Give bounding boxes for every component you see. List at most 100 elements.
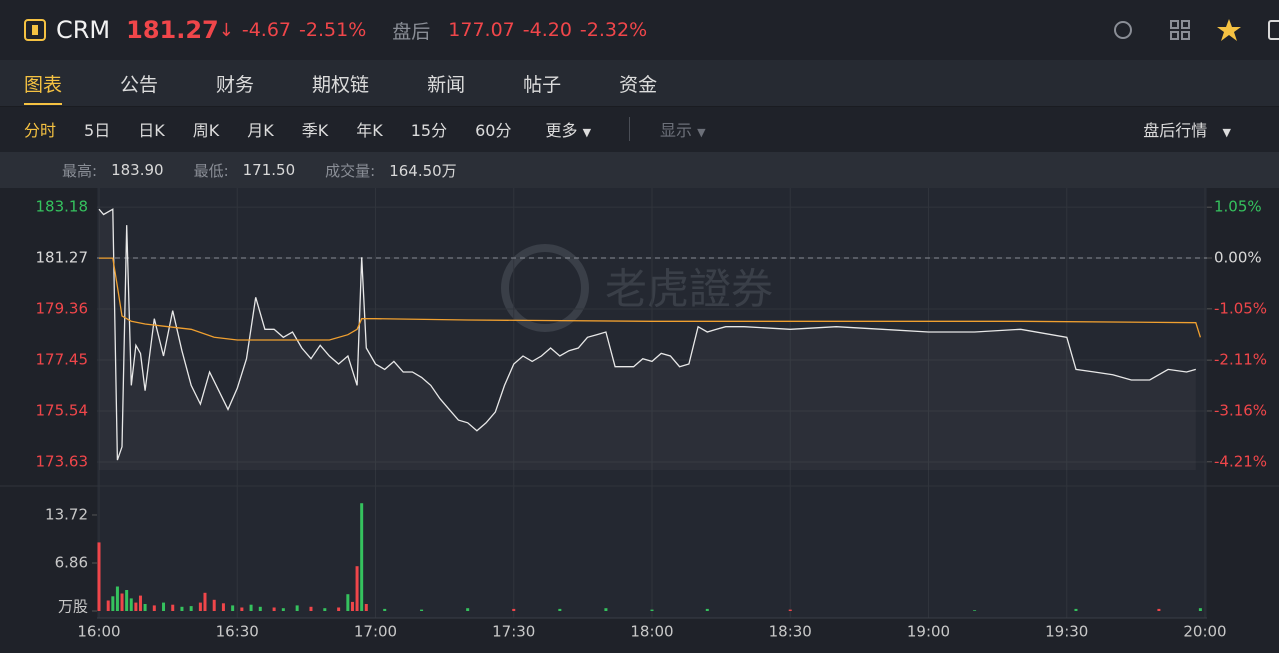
volume-bar <box>111 596 115 611</box>
volume-bar <box>125 590 129 611</box>
volume-bar <box>281 608 285 611</box>
periods: 分时 5日 日K 周K 月K 季K 年K 15分 60分 更多 ▼ 显示 ▼ 盘后行情 ▼ <box>0 106 1279 153</box>
series-line <box>99 257 1202 341</box>
stat-label: 成交量: <box>325 161 376 180</box>
period[interactable]: 年K <box>356 121 383 140</box>
volume-bar <box>364 604 368 611</box>
y-tick-label: 6.86 <box>55 553 88 571</box>
y-tick-label: 179.36 <box>36 300 89 318</box>
volume-bar <box>138 595 142 611</box>
x-tick-label: 20:00 <box>1183 623 1226 641</box>
change-pct: -2.51% <box>299 19 367 41</box>
volume-bar <box>466 608 470 611</box>
after-price: 177.07 <box>448 19 515 41</box>
volume-bar <box>360 503 364 611</box>
separator <box>629 117 631 141</box>
stat-value: 171.50 <box>242 161 296 179</box>
volume-bar <box>129 598 133 611</box>
period[interactable]: 15分 <box>410 121 448 140</box>
y-tick-label: 177.45 <box>36 351 89 369</box>
volume-bar <box>420 609 424 611</box>
y-tick-label: 万股 <box>58 598 88 616</box>
after-hours-quote[interactable]: 盘后行情 ▼ <box>1143 121 1231 140</box>
period[interactable]: 60分 <box>475 121 512 140</box>
volume-bar <box>650 609 654 611</box>
volume-bar <box>189 606 193 611</box>
tab[interactable]: 公告 <box>120 73 159 96</box>
volume-bar <box>295 605 299 611</box>
volume-bar <box>788 609 792 611</box>
tab[interactable]: 期权链 <box>312 73 370 96</box>
tab[interactable]: 新闻 <box>427 73 466 96</box>
watermark: 老虎證券 <box>605 265 773 314</box>
volume-bar <box>512 608 516 611</box>
x-tick-label: 19:00 <box>907 623 950 641</box>
y2-tick-label: 1.05% <box>1214 198 1262 216</box>
stats: 最高: 183.90 最低: 171.50 成交量: 164.50万 <box>0 152 1279 188</box>
x-tick-label: 18:00 <box>630 623 673 641</box>
y-tick-label: 175.54 <box>36 402 89 420</box>
display[interactable]: 显示 ▼ <box>660 121 706 140</box>
change: -4.67 <box>241 19 292 41</box>
volume-bar <box>258 606 262 611</box>
y2-tick-label: -4.21% <box>1214 452 1267 470</box>
stat-label: 最低: <box>193 161 229 180</box>
toolbar-icons[interactable] <box>1099 15 1279 45</box>
tab[interactable]: 资金 <box>619 73 658 96</box>
period[interactable]: 分时 <box>24 121 57 140</box>
chart: 老虎證券 16:00 16:30 17:00 17:30 18:00 18:30 19:00 1… <box>0 188 1279 641</box>
stat-value: 183.90 <box>111 161 164 179</box>
price-area <box>99 209 1196 470</box>
after-change: -4.20 <box>522 19 572 41</box>
period[interactable]: 日K <box>138 121 165 140</box>
y2-tick-label: -3.16% <box>1214 401 1267 419</box>
volume-bar <box>350 601 354 611</box>
volume-bar <box>1157 608 1161 611</box>
volume-bar <box>143 604 147 611</box>
volume-bar <box>346 594 350 611</box>
y-tick-label: 173.63 <box>36 452 89 470</box>
y-tick-label: 13.72 <box>45 505 88 523</box>
x-tick-label: 18:30 <box>769 623 812 641</box>
volume-bar <box>558 608 562 611</box>
y-tick-label: 183.18 <box>36 198 89 216</box>
period[interactable]: 季K <box>301 121 329 140</box>
volume-bar <box>240 607 244 611</box>
volume-bar <box>249 604 253 611</box>
volume-bar <box>705 608 709 611</box>
tab[interactable]: 图表 <box>24 70 63 105</box>
after-change-pct: -2.32% <box>579 19 648 41</box>
volume-bar <box>355 566 359 611</box>
volume-bar <box>152 605 156 611</box>
stat-value: 164.50万 <box>389 161 457 180</box>
header: CRM 181.27 ↓ -4.67 -2.51% 盘后 177.07 -4.2… <box>0 0 1279 60</box>
volume-bar <box>973 610 977 611</box>
volume-bar <box>221 603 225 611</box>
stat-label: 最高: <box>62 161 98 180</box>
volume-bar <box>212 599 216 611</box>
series-line <box>98 208 1196 461</box>
x-tick-label: 19:30 <box>1045 623 1088 641</box>
period[interactable]: 更多 ▼ <box>545 121 592 140</box>
volume-bar <box>97 542 101 611</box>
after-hours-label: 盘后 <box>392 20 431 43</box>
volume-bar <box>323 608 327 611</box>
y-tick-label: 181.27 <box>36 249 89 267</box>
volume-bar <box>1074 608 1078 611</box>
volume-bar <box>198 602 202 611</box>
y2-tick-label: -1.05% <box>1214 299 1267 317</box>
x-tick-label: 16:00 <box>77 623 120 641</box>
volume-bar <box>203 592 207 611</box>
watermark-logo <box>501 244 589 332</box>
tab[interactable]: 财务 <box>216 73 255 96</box>
period[interactable]: 5日 <box>84 121 111 140</box>
tabs: 图表 公告 财务 期权链 新闻 帖子 资金 <box>0 60 1279 107</box>
symbol: CRM <box>56 16 111 44</box>
period[interactable]: 周K <box>192 121 220 140</box>
volume-bar <box>180 606 184 611</box>
down-arrow: ↓ <box>218 19 234 41</box>
tab[interactable]: 帖子 <box>523 73 562 96</box>
symbol-icon <box>24 19 46 41</box>
period[interactable]: 月K <box>247 121 274 140</box>
